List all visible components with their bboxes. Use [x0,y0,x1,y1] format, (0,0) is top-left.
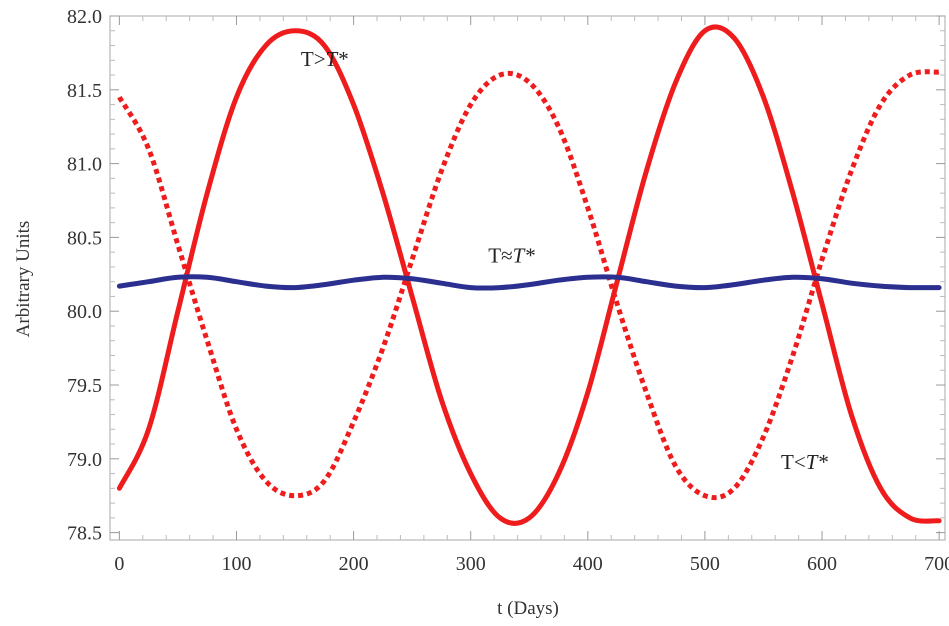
y-tick-label: 80.0 [67,301,102,323]
x-axis-title: t (Days) [497,598,559,619]
series-line-dotted-red [117,69,940,501]
x-tick-label: 0 [114,553,124,575]
x-tick-label: 200 [339,553,369,575]
y-tick-label: 81.0 [67,154,102,176]
x-tick-label: 100 [221,553,251,575]
x-tick-label: 400 [573,553,603,575]
annotation-t-lt: T<T* [781,450,828,474]
y-tick-label: 79.5 [67,375,102,397]
series-line-solid-blue [116,274,942,291]
y-tick-label: 80.5 [67,227,102,249]
y-tick-label: 78.5 [67,523,102,545]
x-tick-label: 500 [690,553,720,575]
annotation-t-gt: T>T* [301,47,348,71]
plot-frame [109,15,946,541]
x-tick-label: 600 [807,553,837,575]
series-line-solid-red [116,24,942,526]
y-tick-label: 82.0 [67,6,102,28]
x-tick-label: 300 [456,553,486,575]
y-tick-label: 79.0 [67,449,102,471]
x-tick-label: 700 [924,553,949,575]
y-tick-label: 81.5 [67,80,102,102]
annotation-t-eq: T≈T* [488,244,535,268]
y-axis-title: Arbitrary Units [13,221,34,338]
